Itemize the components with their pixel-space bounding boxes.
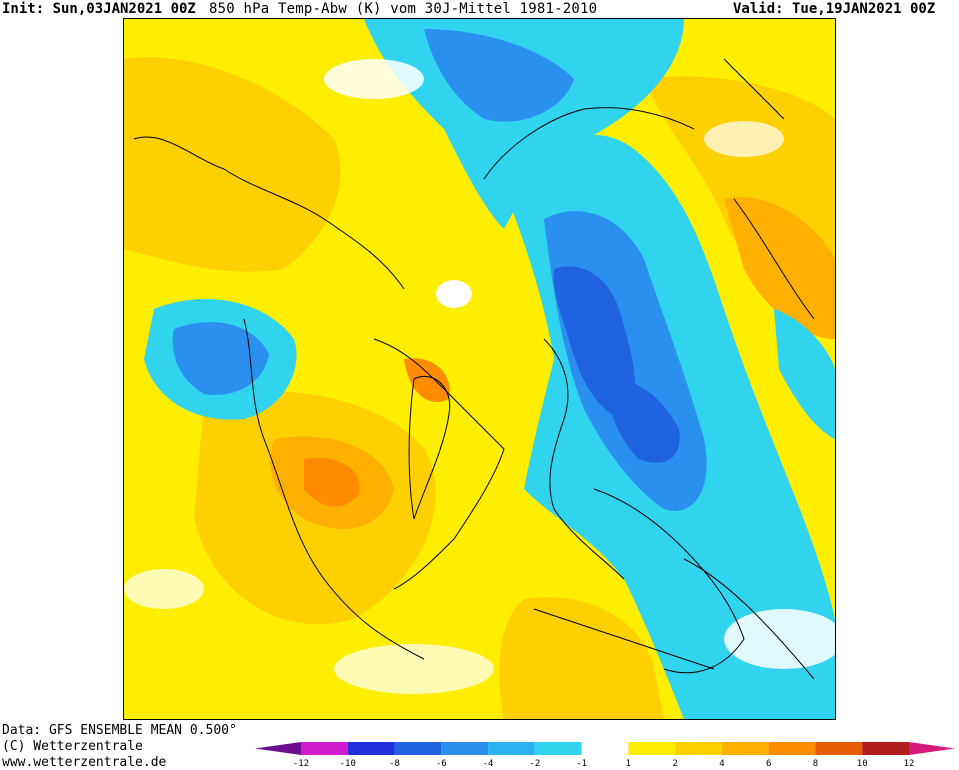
legend-swatch (768, 742, 816, 755)
coastline-siberia-north (483, 107, 695, 180)
legend-swatch (581, 742, 629, 755)
legend-swatch (862, 742, 909, 755)
legend-tick-label: 12 (904, 759, 915, 769)
warm-region-northwest (124, 57, 341, 272)
legend-tick-label: -10 (340, 759, 356, 769)
legend-swatch (441, 742, 489, 755)
neutral-zone-southwest (124, 569, 204, 609)
legend-tick-label: -2 (529, 759, 540, 769)
coastline-northeast (723, 58, 785, 120)
legend-swatch (675, 742, 722, 755)
data-source-label: Data: GFS ENSEMBLE MEAN 0.500° (2, 723, 237, 738)
hot-region-hudson (304, 458, 360, 507)
legend-colorbar: -12 -10 -8 -6 -4 -2 -1 1 2 4 6 8 10 12 (255, 742, 955, 769)
coastline-alaska (133, 136, 405, 290)
hot-region-archipelago (404, 358, 450, 403)
coastline-scandinavia (543, 338, 625, 580)
warm-region-africa (499, 597, 664, 719)
neutral-zone-pole (436, 280, 472, 308)
legend-swatch (488, 742, 535, 755)
neutral-zone-atlantic (334, 644, 494, 694)
legend-swatch (394, 742, 442, 755)
map-canvas (124, 19, 835, 719)
coastline-canada-east (373, 338, 505, 590)
temperature-anomaly-map (123, 18, 836, 720)
neutral-zone-northeast (704, 121, 784, 157)
legend-swatch (347, 742, 395, 755)
legend-tick-label: 2 (672, 759, 677, 769)
chart-title: 850 hPa Temp-Abw (K) vom 30J-Mittel 1981… (209, 1, 598, 17)
cold-region-north-pacific-core (424, 29, 574, 122)
legend-tick-label: 8 (813, 759, 818, 769)
coastline-greenland (408, 376, 451, 520)
legend-arrow-low (255, 742, 301, 755)
copyright-label: (C) Wetterzentrale (2, 739, 143, 754)
legend-swatch (534, 742, 582, 755)
legend-swatch (721, 742, 769, 755)
coastline-north-america-west (243, 318, 425, 660)
color-legend: -12 -10 -8 -6 -4 -2 -1 1 2 4 6 8 10 12 (255, 740, 955, 770)
cool-region-east-edge (774, 309, 835, 439)
legend-swatch (628, 742, 676, 755)
legend-arrow-high (909, 742, 955, 755)
cold-region-west-pacific-core (172, 322, 269, 395)
legend-tick-label: -4 (483, 759, 494, 769)
legend-swatch (301, 742, 348, 755)
border-middle-east (683, 558, 815, 680)
legend-tick-label: -1 (576, 759, 587, 769)
website-url: www.wetterzentrale.de (2, 755, 167, 770)
coastline-mediterranean (533, 608, 715, 670)
coastline-east-asia (733, 198, 815, 320)
valid-time-label: Valid: Tue,19JAN2021 00Z (733, 1, 936, 17)
legend-tick-label: -8 (389, 759, 400, 769)
legend-tick-label: 4 (719, 759, 724, 769)
legend-tick-label: 1 (626, 759, 631, 769)
cold-strong-region-europe (604, 378, 680, 463)
legend-tick-label: -6 (436, 759, 447, 769)
coastlines (133, 58, 815, 680)
neutral-zone-1 (324, 59, 424, 99)
legend-tick-label: 6 (766, 759, 771, 769)
legend-tick-label: 10 (857, 759, 868, 769)
legend-tick-label: -12 (293, 759, 309, 769)
init-time-label: Init: Sun,03JAN2021 00Z (2, 1, 196, 17)
legend-swatch (815, 742, 863, 755)
